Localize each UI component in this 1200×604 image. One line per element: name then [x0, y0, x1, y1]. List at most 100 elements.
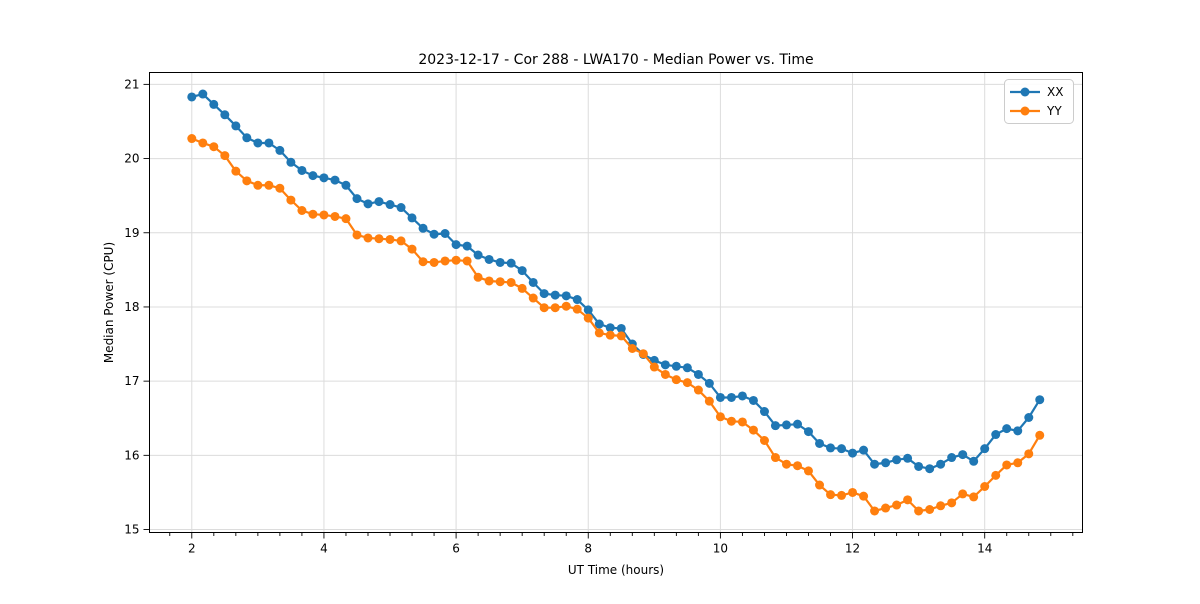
- data-point-xx: [914, 461, 924, 471]
- data-point-yy: [781, 459, 791, 469]
- data-point-xx: [991, 430, 1001, 440]
- data-point-yy: [759, 436, 769, 445]
- data-point-xx: [737, 391, 747, 401]
- data-point-xx: [275, 145, 285, 155]
- grid-lines: [149, 72, 1083, 533]
- legend-item-xx: XX: [1010, 85, 1063, 99]
- data-point-yy: [242, 176, 252, 186]
- legend-item-yy: YY: [1010, 104, 1062, 118]
- data-point-xx: [297, 165, 307, 175]
- data-point-yy: [539, 303, 549, 313]
- data-point-xx: [715, 392, 725, 402]
- data-point-xx: [429, 229, 439, 239]
- data-point-yy: [231, 166, 241, 176]
- data-point-xx: [958, 450, 968, 460]
- data-point-xx: [528, 277, 538, 287]
- data-point-xx: [572, 295, 582, 305]
- data-point-yy: [484, 276, 494, 286]
- data-point-yy: [264, 180, 274, 190]
- data-point-xx: [1024, 413, 1034, 422]
- data-point-xx: [341, 180, 351, 190]
- data-point-yy: [341, 214, 351, 224]
- data-point-xx: [980, 444, 990, 454]
- data-point-yy: [440, 256, 450, 266]
- data-point-yy: [638, 349, 648, 359]
- series-xx: [187, 89, 1045, 474]
- data-point-yy: [704, 396, 714, 406]
- data-point-xx: [495, 257, 505, 267]
- data-point-xx: [451, 240, 461, 250]
- x-tick-label: 2: [188, 542, 196, 556]
- data-point-xx: [815, 438, 825, 448]
- data-point-yy: [407, 244, 417, 254]
- data-point-yy: [385, 234, 395, 244]
- axis-tick-marks: [143, 83, 1074, 539]
- data-point-xx: [1002, 424, 1012, 434]
- data-point-xx: [407, 213, 417, 223]
- data-point-xx: [793, 419, 803, 429]
- data-point-xx: [947, 453, 957, 463]
- data-point-xx: [396, 203, 406, 213]
- data-point-yy: [715, 412, 725, 422]
- x-tick-label: 12: [845, 542, 860, 556]
- data-point-yy: [330, 211, 340, 221]
- data-point-yy: [925, 505, 935, 514]
- data-point-xx: [363, 199, 373, 209]
- data-point-xx: [220, 110, 230, 120]
- data-point-yy: [837, 490, 847, 500]
- data-point-xx: [605, 323, 615, 333]
- data-point-yy: [495, 277, 505, 287]
- data-point-xx: [462, 241, 472, 251]
- data-point-yy: [936, 501, 946, 511]
- data-point-xx: [671, 361, 681, 371]
- data-point-xx: [253, 138, 263, 148]
- data-point-yy: [462, 256, 472, 266]
- data-point-xx: [770, 421, 780, 431]
- data-point-yy: [671, 375, 681, 385]
- data-point-yy: [275, 183, 285, 193]
- data-point-yy: [220, 151, 230, 161]
- data-point-yy: [583, 313, 593, 323]
- data-point-xx: [561, 291, 571, 301]
- data-point-yy: [881, 503, 891, 513]
- data-point-xx: [826, 443, 836, 453]
- plot-border: [149, 72, 1083, 533]
- y-tick-label: 17: [124, 374, 139, 388]
- y-axis-label: Median Power (CPU): [102, 242, 116, 363]
- legend-label-yy: YY: [1046, 104, 1062, 118]
- legend: XX YY: [1004, 79, 1074, 124]
- data-point-xx: [781, 420, 791, 430]
- data-point-yy: [605, 330, 615, 340]
- y-tick-label: 19: [124, 226, 139, 240]
- data-point-xx: [319, 173, 329, 183]
- data-point-xx: [759, 407, 769, 417]
- data-point-yy: [418, 257, 428, 267]
- data-point-yy: [793, 461, 803, 471]
- data-point-xx: [550, 290, 560, 300]
- series-lines: [187, 89, 1045, 516]
- legend-label-xx: XX: [1047, 85, 1063, 99]
- data-point-yy: [1013, 458, 1023, 468]
- data-point-yy: [506, 277, 516, 287]
- data-point-yy: [198, 138, 208, 148]
- data-point-xx: [583, 305, 593, 315]
- data-point-xx: [881, 458, 891, 468]
- data-point-yy: [770, 453, 780, 463]
- data-point-xx: [418, 223, 428, 233]
- data-point-xx: [616, 323, 626, 333]
- data-point-yy: [682, 378, 692, 388]
- data-point-yy: [308, 209, 318, 219]
- data-point-yy: [319, 210, 329, 220]
- data-point-yy: [550, 303, 560, 313]
- data-point-yy: [297, 206, 307, 215]
- data-point-xx: [187, 92, 197, 102]
- data-point-yy: [1002, 460, 1012, 470]
- data-point-xx: [892, 455, 902, 465]
- data-point-xx: [726, 392, 736, 402]
- y-tick-label: 20: [124, 152, 139, 166]
- data-point-yy: [1024, 449, 1034, 459]
- y-tick-label: 18: [124, 300, 139, 314]
- data-point-yy: [748, 425, 758, 435]
- data-point-xx: [682, 363, 692, 373]
